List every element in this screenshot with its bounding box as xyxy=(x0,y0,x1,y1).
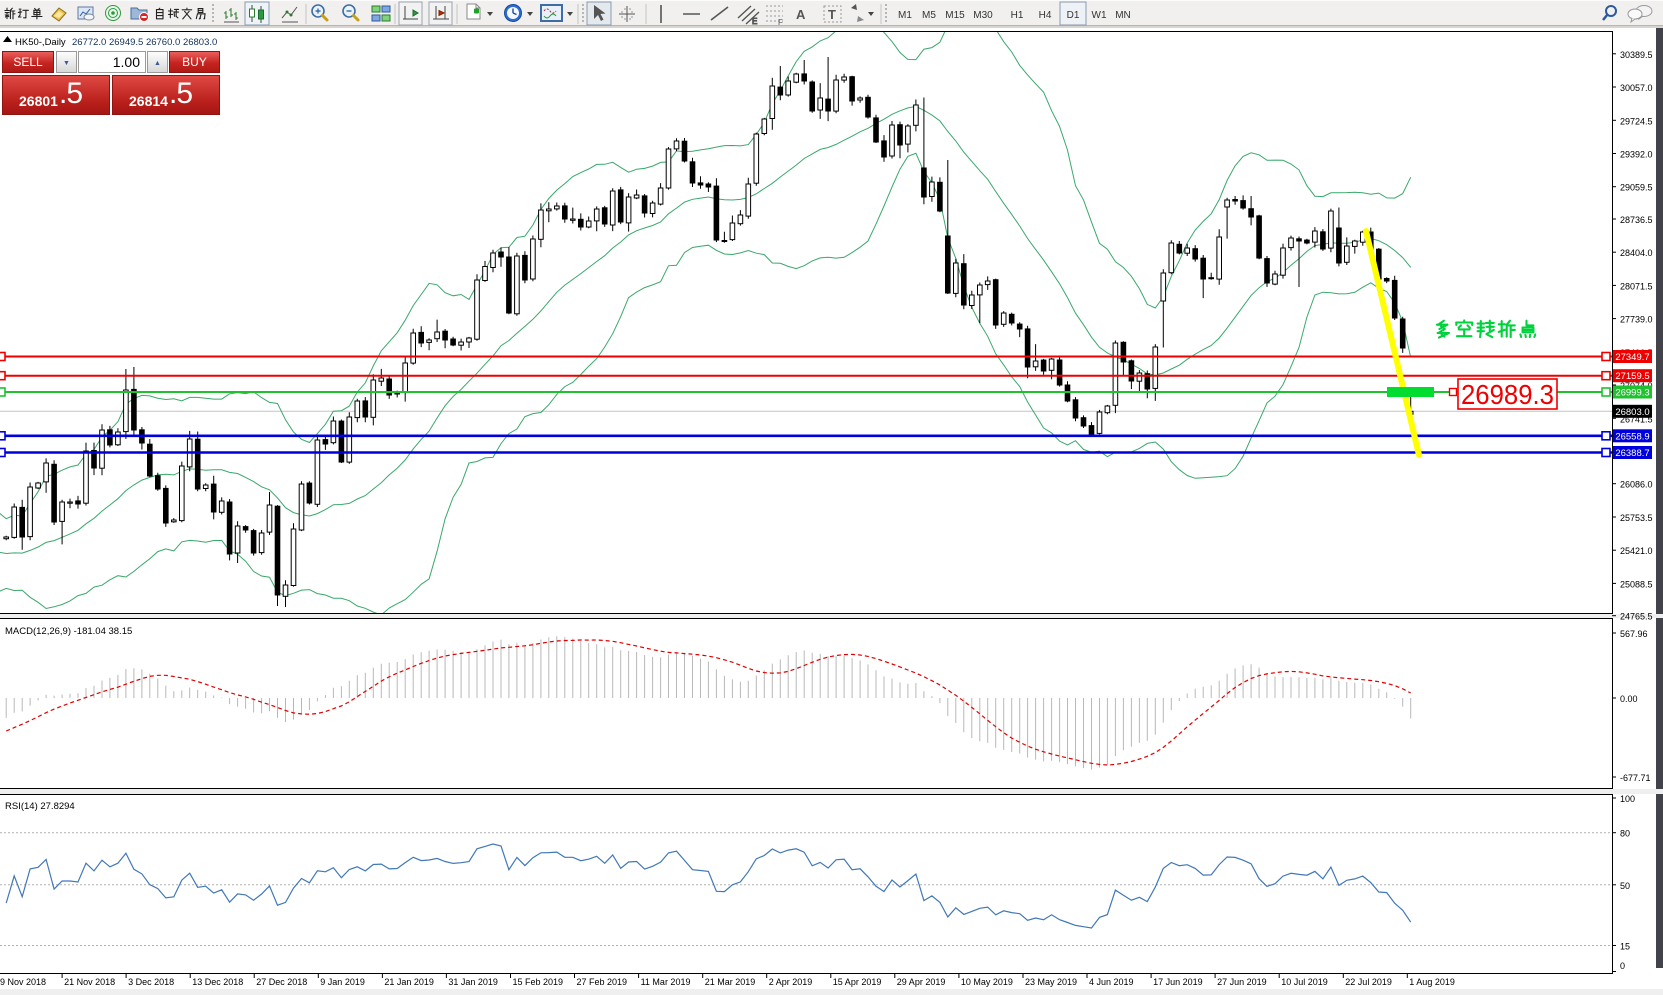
svg-text:25753.5: 25753.5 xyxy=(1620,513,1653,523)
svg-text:9 Jan 2019: 9 Jan 2019 xyxy=(320,977,365,987)
svg-text:15 Apr 2019: 15 Apr 2019 xyxy=(833,977,882,987)
svg-text:-677.71: -677.71 xyxy=(1620,773,1651,783)
svg-text:11 Mar 2019: 11 Mar 2019 xyxy=(641,977,691,987)
svg-text:27739.0: 27739.0 xyxy=(1620,315,1653,325)
svg-text:17 Jun 2019: 17 Jun 2019 xyxy=(1153,977,1203,987)
svg-text:13 Dec 2018: 13 Dec 2018 xyxy=(192,977,243,987)
svg-text:15: 15 xyxy=(1620,942,1630,952)
svg-text:M30: M30 xyxy=(973,10,993,21)
svg-text:M15: M15 xyxy=(945,10,965,21)
svg-text:29 Apr 2019: 29 Apr 2019 xyxy=(897,977,946,987)
svg-text:24765.5: 24765.5 xyxy=(1620,612,1653,622)
svg-text:F: F xyxy=(778,18,783,27)
svg-text:H1: H1 xyxy=(1011,10,1024,21)
svg-text:RSI(14) 27.8294: RSI(14) 27.8294 xyxy=(5,801,75,812)
svg-text:0: 0 xyxy=(1620,961,1625,971)
svg-text:567.96: 567.96 xyxy=(1620,629,1648,639)
svg-text:26772.0 26949.5 26760.0 26803.: 26772.0 26949.5 26760.0 26803.0 xyxy=(72,37,217,48)
svg-text:3 Dec 2018: 3 Dec 2018 xyxy=(128,977,174,987)
svg-text:25088.5: 25088.5 xyxy=(1620,579,1653,589)
svg-text:26558.9: 26558.9 xyxy=(1615,431,1649,442)
svg-text:26741.5: 26741.5 xyxy=(1620,414,1653,424)
svg-text:10 Jul 2019: 10 Jul 2019 xyxy=(1281,977,1328,987)
svg-text:28071.5: 28071.5 xyxy=(1620,281,1653,291)
svg-text:T: T xyxy=(828,7,836,22)
svg-text:E: E xyxy=(752,17,757,26)
svg-text:27 Feb 2019: 27 Feb 2019 xyxy=(577,977,628,987)
svg-text:30389.5: 30389.5 xyxy=(1620,50,1653,60)
svg-text:30057.0: 30057.0 xyxy=(1620,83,1653,93)
svg-text:HK50-,Daily: HK50-,Daily xyxy=(15,37,66,48)
svg-text:26989.3: 26989.3 xyxy=(1461,379,1554,410)
svg-text:10 May 2019: 10 May 2019 xyxy=(961,977,1013,987)
svg-text:27159.5: 27159.5 xyxy=(1615,371,1649,382)
svg-text:D1: D1 xyxy=(1067,10,1080,21)
svg-text:27 Jun 2019: 27 Jun 2019 xyxy=(1217,977,1267,987)
svg-text:M5: M5 xyxy=(922,10,936,21)
svg-text:21 Nov 2018: 21 Nov 2018 xyxy=(64,977,115,987)
svg-text:100: 100 xyxy=(1620,794,1635,804)
svg-text:MN: MN xyxy=(1115,10,1131,21)
svg-text:9 Nov 2018: 9 Nov 2018 xyxy=(0,977,46,987)
svg-text:23 May 2019: 23 May 2019 xyxy=(1025,977,1077,987)
svg-text:25421.0: 25421.0 xyxy=(1620,546,1653,556)
svg-text:2 Apr 2019: 2 Apr 2019 xyxy=(769,977,813,987)
svg-text:M1: M1 xyxy=(898,10,912,21)
svg-text:29059.5: 29059.5 xyxy=(1620,183,1653,193)
svg-text:1 Aug 2019: 1 Aug 2019 xyxy=(1409,977,1455,987)
svg-text:26803.0: 26803.0 xyxy=(1615,407,1649,418)
svg-text:28404.0: 28404.0 xyxy=(1620,248,1653,258)
svg-text:MACD(12,26,9) -181.04 38.15: MACD(12,26,9) -181.04 38.15 xyxy=(5,626,132,637)
svg-text:29724.5: 29724.5 xyxy=(1620,116,1653,126)
svg-text:26388.7: 26388.7 xyxy=(1615,448,1649,459)
svg-text:4 Jun 2019: 4 Jun 2019 xyxy=(1089,977,1134,987)
svg-text:26086.0: 26086.0 xyxy=(1620,480,1653,490)
svg-text:27 Dec 2018: 27 Dec 2018 xyxy=(256,977,307,987)
svg-text:27349.7: 27349.7 xyxy=(1615,352,1649,363)
svg-text:15 Feb 2019: 15 Feb 2019 xyxy=(513,977,564,987)
svg-text:21 Mar 2019: 21 Mar 2019 xyxy=(705,977,756,987)
svg-text:29392.0: 29392.0 xyxy=(1620,150,1653,160)
svg-text:80: 80 xyxy=(1620,829,1630,839)
svg-text:22 Jul 2019: 22 Jul 2019 xyxy=(1345,977,1392,987)
svg-text:50: 50 xyxy=(1620,881,1630,891)
svg-text:28736.5: 28736.5 xyxy=(1620,215,1653,225)
svg-text:0.00: 0.00 xyxy=(1620,694,1638,704)
svg-text:26999.3: 26999.3 xyxy=(1615,388,1649,399)
svg-text:A: A xyxy=(796,7,806,22)
svg-text:W1: W1 xyxy=(1092,10,1107,21)
svg-text:21 Jan 2019: 21 Jan 2019 xyxy=(384,977,434,987)
svg-text:31 Jan 2019: 31 Jan 2019 xyxy=(448,977,498,987)
svg-text:H4: H4 xyxy=(1039,10,1052,21)
